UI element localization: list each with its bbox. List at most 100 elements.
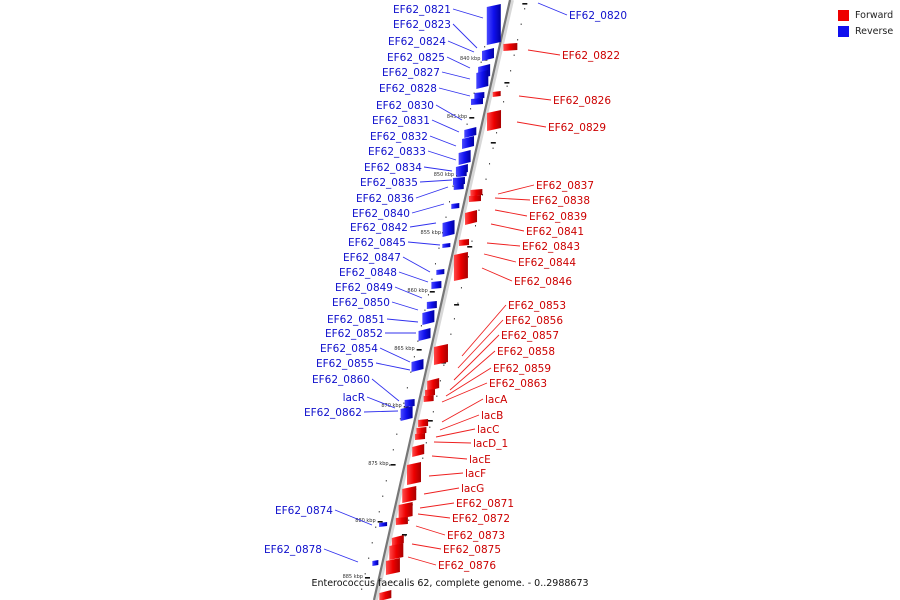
gene-body: [404, 399, 415, 407]
reverse-gene-label: EF62_0836: [356, 186, 449, 205]
gene-name: EF62_0828: [379, 83, 437, 95]
forward-gene-block: [398, 502, 413, 519]
forward-gene-block: [418, 419, 429, 427]
ruler-dot: [460, 287, 462, 289]
gene-body: [411, 359, 424, 372]
leader-line: [375, 362, 411, 371]
reverse-gene-label: EF62_0847: [343, 252, 431, 273]
ruler-dot: [510, 70, 512, 72]
gene-name: EF62_0840: [352, 208, 410, 220]
gene-name: EF62_0873: [447, 530, 505, 542]
leader-line: [334, 509, 373, 526]
gene-body: [452, 177, 465, 185]
gene-body: [474, 92, 485, 99]
forward-gene-block: [423, 395, 434, 402]
kbp-tick: [390, 464, 396, 466]
ruler-dot: [420, 325, 422, 327]
leader-line: [415, 525, 446, 536]
forward-gene-block: [492, 91, 501, 97]
leader-line: [537, 2, 568, 16]
gene-name: EF62_0827: [382, 67, 440, 79]
gene-body: [418, 328, 431, 341]
ruler-dot: [449, 201, 451, 203]
legend-forward: Forward: [838, 8, 893, 23]
reverse-gene-label: EF62_0830: [376, 100, 463, 121]
gene-name: EF62_0835: [360, 177, 418, 189]
reverse-gene-block: [426, 301, 437, 309]
gene-body: [436, 269, 445, 275]
forward-gene-label: lacD_1: [433, 438, 508, 450]
gene-body: [462, 136, 475, 149]
reverse-gene-block: [431, 281, 442, 289]
gene-name: EF62_0875: [443, 544, 501, 556]
ruler-dot: [473, 92, 475, 94]
gene-features: [372, 4, 518, 600]
gene-body: [372, 560, 379, 566]
gene-body: [400, 406, 413, 421]
forward-gene-label: EF62_0826: [518, 95, 611, 107]
gene-body: [469, 195, 482, 202]
gene-name: EF62_0831: [372, 115, 430, 127]
leader-line: [411, 203, 445, 214]
ruler-dot: [520, 23, 522, 25]
ruler-dot: [385, 480, 387, 482]
ruler-dot: [467, 256, 469, 258]
gene-body: [492, 91, 501, 97]
reverse-gene-block: [453, 183, 464, 190]
gene-name: EF62_0857: [501, 330, 559, 342]
leader-line: [445, 367, 492, 397]
reverse-gene-label: EF62_0860: [312, 374, 400, 402]
reverse-gene-label: EF62_0849: [335, 282, 423, 299]
gene-body: [431, 281, 442, 289]
ruler-dot: [392, 449, 394, 451]
gene-body: [481, 48, 494, 61]
ruler-dot: [443, 364, 445, 366]
gene-name: EF62_0863: [489, 378, 547, 390]
ruler-dot: [394, 581, 396, 583]
reverse-gene-block: [456, 170, 467, 177]
gene-name: EF62_0849: [335, 282, 393, 294]
gene-name: EF62_0871: [456, 498, 514, 510]
reverse-gene-block: [372, 560, 379, 566]
gene-body: [453, 252, 468, 281]
gene-name: EF62_0826: [553, 95, 611, 107]
forward-gene-label: EF62_0841: [490, 223, 584, 238]
ruler-dot: [474, 225, 476, 227]
gene-name: EF62_0825: [387, 52, 445, 64]
leader-line: [398, 271, 429, 283]
kbp-tick-label: 875 kbp: [368, 461, 388, 467]
forward-gene-block: [391, 535, 404, 546]
reverse-gene-block: [400, 406, 413, 421]
gene-labels: EF62_0821 EF62_0823 EF62_0824 EF62_0825 EF62…: [264, 2, 627, 572]
leader-line: [449, 350, 496, 391]
leader-line: [494, 197, 531, 201]
kbp-tick-label: 840 kbp: [460, 56, 480, 62]
forward-gene-block: [402, 486, 417, 503]
leader-line: [409, 222, 437, 228]
forward-gene-block: [406, 462, 421, 485]
leader-line: [433, 441, 472, 444]
ruler-dot: [364, 573, 366, 575]
gene-name: lacD_1: [473, 438, 508, 450]
ruler-dot: [410, 371, 412, 373]
leader-line: [423, 166, 453, 172]
ruler-dash: [427, 420, 433, 422]
gene-body: [391, 535, 404, 546]
leader-line: [490, 223, 525, 232]
reverse-gene-label: EF62_0825: [387, 52, 471, 69]
gene-body: [453, 183, 464, 190]
kbp-tick-label: 865 kbp: [394, 346, 414, 352]
axis-shadow: [374, 0, 514, 600]
forward-gene-block: [453, 252, 468, 281]
forward-gene-block: [459, 239, 470, 246]
gene-name: EF62_0839: [529, 211, 587, 223]
gene-name: EF62_0853: [508, 300, 566, 312]
leader-line: [452, 8, 484, 19]
leader-line: [431, 119, 460, 133]
forward-gene-label: EF62_0838: [494, 195, 590, 207]
ruler-dot: [378, 511, 380, 513]
reverse-gene-block: [474, 92, 485, 99]
gene-body: [415, 433, 426, 440]
gene-name: lacB: [481, 410, 503, 422]
gene-name: EF62_0856: [505, 315, 563, 327]
